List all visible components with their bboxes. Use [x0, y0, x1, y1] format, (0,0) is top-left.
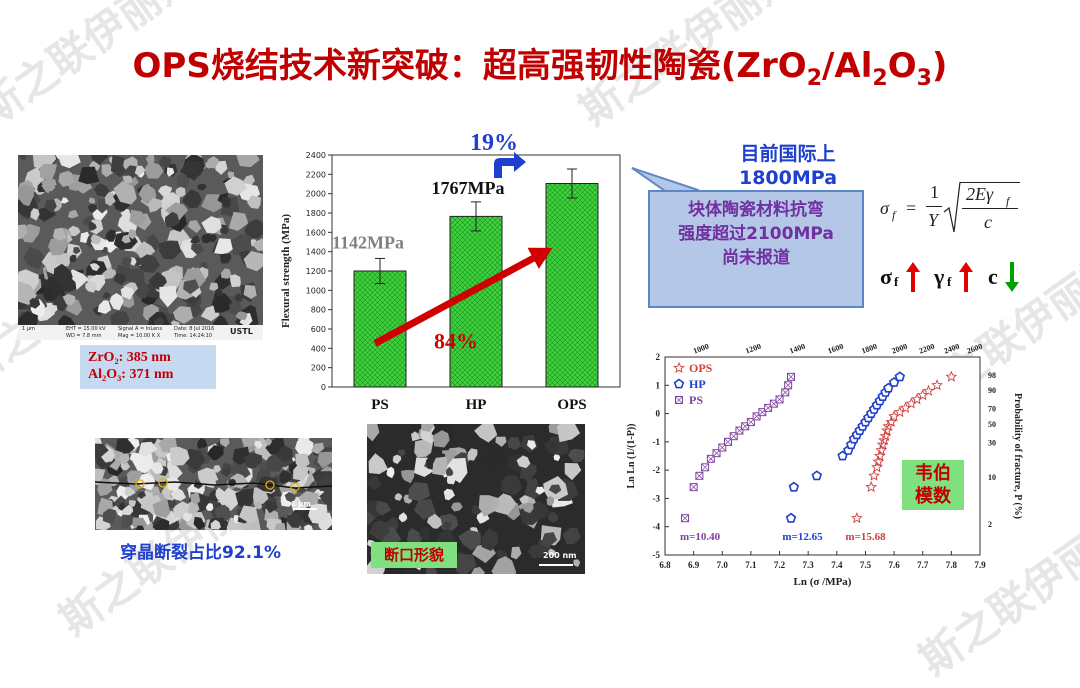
x-tick-label: PS — [371, 397, 389, 413]
bar-value-label: 1142MPa — [332, 232, 404, 252]
legend-label: HP — [689, 377, 706, 391]
x2-tick-label: 2400 — [943, 342, 961, 356]
scale-bar-label: 1 µm — [291, 500, 311, 508]
x-tick-label: 7.2 — [774, 560, 786, 570]
data-point-hp — [896, 372, 905, 380]
x-tick-label: 7.9 — [974, 560, 986, 570]
weibull-plot: 6.8 6.9 7.0 7.1 7.2 7.3 7.4 7.5 7.6 7.7 7.8 7.9 -5 -4… — [620, 335, 1040, 595]
y2-tick-label: 2 — [988, 520, 992, 529]
grain-size-caption: ZrO₂: 385 nm Al₂O₃: 371 nm — [80, 345, 216, 389]
bar-ops — [546, 184, 598, 387]
y2-tick-label: 50 — [988, 420, 996, 429]
x-tick-label: 7.4 — [831, 560, 843, 570]
fracture-label: 断口形貌 — [371, 542, 457, 568]
bar-value-label: 2105MPa — [525, 135, 606, 136]
y2-tick-label: 10 — [988, 473, 996, 482]
y-tick-label: 1800 — [306, 209, 326, 218]
y-tick-label: -4 — [653, 522, 661, 532]
x-tick-label: 6.9 — [688, 560, 700, 570]
weibull-modulus-value: m=12.65 — [782, 531, 823, 543]
arrow-down-icon — [1004, 262, 1020, 292]
y-tick-label: 0 — [656, 409, 661, 419]
international-record-text: 目前国际上 1800MPa — [728, 142, 848, 190]
y-tick-label: 2400 — [306, 151, 326, 160]
y2-tick-label: 30 — [988, 439, 996, 448]
y-tick-label: 1600 — [306, 228, 326, 237]
y-tick-label: 200 — [311, 364, 326, 373]
y2-tick-label: 98 — [988, 371, 996, 380]
arrow-up-icon — [905, 262, 921, 292]
y-tick-label: -1 — [653, 437, 661, 447]
data-point-hp — [813, 471, 822, 479]
y-tick-label: 2 — [656, 352, 661, 362]
y2-tick-label: 70 — [988, 404, 996, 413]
legend-label: PS — [689, 393, 703, 407]
y2-axis-label: Probability of fracture, P (%) — [1012, 393, 1023, 519]
y-tick-label: 2000 — [306, 190, 326, 199]
strength-formula: σf = 1 Y 2Eγ f c — [880, 180, 1050, 240]
x-tick-label: 7.7 — [917, 560, 929, 570]
ustl-logo: USTL — [230, 328, 253, 335]
transgranular-caption: 穿晶断裂占比92.1% — [120, 538, 281, 563]
weibull-modulus-value: m=10.40 — [680, 531, 721, 543]
weibull-modulus-value: m=15.68 — [845, 531, 886, 543]
x2-tick-label: 1800 — [860, 342, 878, 356]
blue-turn-arrow-icon — [488, 150, 528, 180]
legend-label: OPS — [689, 361, 713, 375]
scale-bar-label: 200 nm — [543, 551, 577, 560]
data-point-hp — [787, 514, 796, 522]
y-tick-label: 800 — [311, 306, 326, 315]
x2-tick-label: 2000 — [890, 342, 908, 356]
y2-tick-label: 90 — [988, 386, 996, 395]
page-title: OPS烧结技术新突破：超高强韧性陶瓷(ZrO2/Al2O3) — [0, 38, 1080, 91]
x2-tick-label: 1600 — [827, 342, 845, 356]
bar-value-label: 1767MPa — [432, 178, 505, 198]
fracture-morphology-image: 断口形貌 200 nm — [367, 424, 585, 574]
arrow-up-icon — [958, 262, 974, 292]
x-tick-label: 7.8 — [946, 560, 958, 570]
x2-tick-label: 1400 — [788, 342, 806, 356]
weibull-modulus-label: 韦伯 模数 — [902, 460, 964, 510]
y-tick-label: -5 — [653, 550, 661, 560]
x-tick-label: 7.0 — [717, 560, 729, 570]
crack-propagation-image: 1 µm — [95, 438, 332, 530]
y-tick-label: 1 — [656, 380, 661, 390]
increase-84-label: 84% — [434, 328, 478, 353]
y-axis-label: Flexural strength (MPa) — [280, 214, 292, 328]
x-tick-label: 7.5 — [860, 560, 872, 570]
x2-tick-label: 2200 — [918, 342, 936, 356]
y-tick-label: 1400 — [306, 248, 326, 257]
data-point-hp — [790, 483, 799, 491]
flexural-strength-bar-chart: 0 200 400 600 800 1000 1200 1400 1600 1800 2000 220… — [275, 135, 650, 415]
x-tick-label: HP — [466, 397, 487, 413]
x-tick-label: 6.8 — [659, 560, 671, 570]
x2-tick-label: 2600 — [966, 342, 984, 356]
y-tick-label: 0 — [321, 383, 326, 392]
sem-microstructure-image: 1 µm EHT = 15.00 kV WD = 7.8 mm Signal A… — [18, 155, 263, 340]
data-point-hp — [675, 380, 684, 388]
y-tick-label: 400 — [311, 344, 326, 353]
x-tick-label: 7.6 — [888, 560, 900, 570]
record-callout-box: 块体陶瓷材料抗弯 强度超过2100MPa 尚未报道 — [648, 190, 864, 308]
y-tick-label: 1000 — [306, 286, 326, 295]
y-axis-label: Ln Ln (1/(1-P)) — [626, 424, 637, 489]
y-tick-label: 2200 — [306, 170, 326, 179]
y-tick-label: 600 — [311, 325, 326, 334]
x2-tick-label: 1200 — [744, 342, 762, 356]
sem-info-bar: 1 µm EHT = 15.00 kV WD = 7.8 mm Signal A… — [18, 325, 263, 340]
x2-tick-label: 1000 — [692, 342, 710, 356]
x-tick-label: 7.3 — [803, 560, 815, 570]
y-tick-label: -3 — [653, 493, 661, 503]
x-tick-label: OPS — [557, 397, 586, 413]
y-tick-label: 1200 — [306, 267, 326, 276]
x-axis-label: Ln (σ /MPa) — [794, 576, 852, 588]
x-tick-label: 7.1 — [745, 560, 757, 570]
y-tick-label: -2 — [653, 465, 661, 475]
